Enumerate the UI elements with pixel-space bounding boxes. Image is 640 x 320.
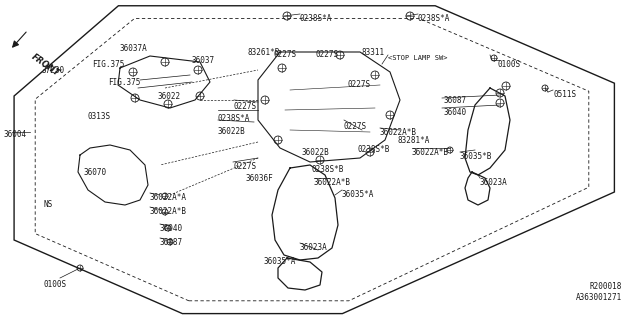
Text: 36040: 36040 <box>443 108 466 117</box>
Text: 0227S: 0227S <box>348 80 371 89</box>
Text: 36087: 36087 <box>443 96 466 105</box>
Text: 83311: 83311 <box>362 48 385 57</box>
Text: 36022B: 36022B <box>218 127 246 136</box>
Text: 0238S*A: 0238S*A <box>218 114 250 123</box>
Text: 0100S: 0100S <box>497 60 520 69</box>
Text: 36035*B: 36035*B <box>460 152 492 161</box>
Text: 36040: 36040 <box>160 224 183 233</box>
Text: 0238S*B: 0238S*B <box>358 145 390 154</box>
Text: 0238S*B: 0238S*B <box>311 165 344 174</box>
Text: 36036F: 36036F <box>245 174 273 183</box>
Text: 37230: 37230 <box>42 66 65 75</box>
Text: NS: NS <box>44 200 53 209</box>
Text: FIG.375: FIG.375 <box>92 60 124 69</box>
Text: R200018: R200018 <box>590 282 622 291</box>
Text: 36022A*B: 36022A*B <box>314 178 351 187</box>
Text: 36022A*B: 36022A*B <box>150 207 187 216</box>
Text: FRONT: FRONT <box>30 52 61 78</box>
Text: 36035*A: 36035*A <box>342 190 374 199</box>
Text: 36037A: 36037A <box>120 44 148 53</box>
Text: 83261*B: 83261*B <box>248 48 280 57</box>
Text: 0227S: 0227S <box>233 162 256 171</box>
Text: 36022A*B: 36022A*B <box>412 148 449 157</box>
Text: 0100S: 0100S <box>44 280 67 289</box>
Text: 0511S: 0511S <box>553 90 576 99</box>
Text: 83281*A: 83281*A <box>398 136 430 145</box>
Text: <STOP LAMP SW>: <STOP LAMP SW> <box>388 55 447 61</box>
Text: 36035*A: 36035*A <box>264 257 296 266</box>
Text: 0238S*A: 0238S*A <box>300 14 332 23</box>
Text: FIG.375: FIG.375 <box>108 78 140 87</box>
Text: 0227S: 0227S <box>316 50 339 59</box>
Text: 0227S: 0227S <box>234 102 257 111</box>
Text: 0238S*A: 0238S*A <box>418 14 451 23</box>
Text: 0227S: 0227S <box>274 50 297 59</box>
Text: 36087: 36087 <box>160 238 183 247</box>
Text: A363001271: A363001271 <box>576 293 622 302</box>
Text: 36070: 36070 <box>84 168 107 177</box>
Text: 36022A*B: 36022A*B <box>380 128 417 137</box>
Text: 36023A: 36023A <box>480 178 508 187</box>
Text: 0227S: 0227S <box>344 122 367 131</box>
Text: 36023A: 36023A <box>300 243 328 252</box>
Text: 0313S: 0313S <box>88 112 111 121</box>
Text: 36004: 36004 <box>4 130 27 139</box>
Text: 36022: 36022 <box>158 92 181 101</box>
Text: 36022B: 36022B <box>302 148 330 157</box>
Text: 36037: 36037 <box>192 56 215 65</box>
Text: 36022A*A: 36022A*A <box>150 193 187 202</box>
